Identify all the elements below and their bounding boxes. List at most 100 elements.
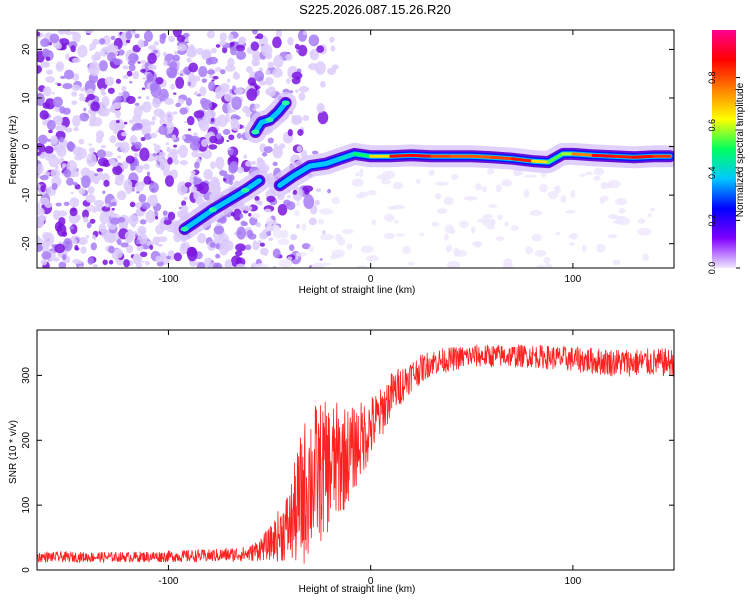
noise-blob	[42, 86, 52, 97]
noise-blob	[141, 202, 151, 210]
noise-blob	[235, 243, 246, 252]
noise-blob	[152, 152, 158, 157]
noise-blob	[259, 242, 266, 247]
noise-blob	[316, 102, 325, 113]
noise-blob	[256, 157, 264, 163]
noise-blob	[477, 218, 491, 223]
noise-blob	[152, 236, 161, 244]
noise-blob	[57, 83, 62, 87]
noise-blob	[321, 229, 326, 235]
noise-blob	[226, 78, 231, 83]
noise-blob	[216, 132, 222, 140]
noise-blob	[115, 120, 120, 124]
noise-blob	[263, 146, 273, 153]
noise-blob	[228, 163, 238, 174]
ridge-core-segment	[632, 154, 656, 159]
noise-blob	[110, 212, 117, 219]
noise-blob	[86, 152, 97, 167]
noise-blob	[158, 125, 168, 136]
noise-blob	[95, 203, 104, 212]
noise-blob	[252, 30, 258, 35]
noise-blob	[236, 226, 246, 240]
ridge-spot	[265, 117, 274, 123]
noise-blob	[52, 209, 61, 220]
noise-blob	[60, 75, 66, 80]
noise-blob	[51, 92, 55, 95]
ridge-spot	[251, 129, 260, 135]
noise-blob	[70, 191, 74, 195]
noise-blob	[72, 146, 83, 156]
noise-blob	[317, 110, 329, 125]
noise-blob	[80, 167, 91, 178]
noise-blob	[114, 142, 122, 148]
noise-blob	[278, 259, 293, 268]
noise-blob	[122, 74, 129, 80]
noise-blob	[445, 247, 451, 253]
snr-xlabel: Height of straight line (km)	[299, 584, 416, 595]
noise-blob	[37, 174, 41, 179]
ridge-core-segment	[490, 155, 514, 161]
noise-blob	[256, 33, 264, 40]
noise-blob	[309, 51, 313, 56]
noise-blob	[85, 194, 96, 203]
y-tick-label: 0	[21, 567, 32, 573]
noise-blob	[64, 69, 75, 80]
noise-blob	[298, 92, 306, 101]
ridge-core-segment	[470, 154, 494, 159]
noise-blob	[171, 134, 177, 141]
noise-blob	[227, 107, 233, 114]
noise-blob	[251, 160, 256, 165]
noise-blob	[395, 233, 405, 237]
x-tick-label: -100	[158, 274, 178, 285]
noise-blob	[181, 200, 187, 207]
noise-blob	[109, 135, 117, 144]
ridge-spot	[281, 100, 290, 106]
noise-blob	[37, 92, 45, 107]
noise-blob	[280, 229, 289, 239]
noise-blob	[523, 174, 537, 178]
noise-blob	[523, 189, 530, 198]
noise-blob	[295, 251, 307, 257]
noise-blob	[65, 30, 72, 36]
noise-blob	[212, 75, 219, 80]
noise-blob	[235, 50, 247, 60]
noise-blob	[89, 43, 97, 50]
noise-blob	[135, 191, 140, 194]
noise-blob	[228, 180, 234, 186]
noise-blob	[443, 196, 454, 206]
colorbar-ticks: 0.0 0.2 0.4 0.6 0.8	[707, 71, 740, 274]
noise-blob	[179, 160, 188, 166]
noise-blob	[45, 56, 51, 61]
noise-blob	[130, 30, 136, 35]
noise-blob	[159, 118, 167, 126]
noise-blob	[642, 253, 650, 261]
noise-blob	[463, 196, 478, 201]
spectrogram-frame	[36, 29, 675, 269]
noise-blob	[135, 209, 143, 216]
noise-blob	[112, 165, 123, 176]
noise-blob	[62, 107, 71, 115]
noise-blob	[183, 196, 189, 201]
noise-blob	[72, 114, 81, 127]
noise-blob	[139, 147, 150, 162]
y-tick-label: 200	[21, 431, 32, 448]
noise-blob	[227, 57, 235, 68]
noise-blob	[199, 86, 207, 97]
noise-blob	[254, 196, 260, 202]
noise-blob	[220, 69, 226, 75]
noise-blob	[196, 47, 204, 55]
noise-blob	[88, 147, 96, 153]
noise-blob	[600, 181, 608, 190]
noise-blob	[129, 81, 133, 84]
noise-blob	[137, 96, 142, 99]
noise-blob	[140, 137, 146, 142]
noise-blob	[128, 214, 139, 226]
noise-blob	[113, 58, 123, 66]
noise-blob	[297, 129, 304, 136]
noise-blob	[125, 155, 135, 164]
noise-blob	[150, 132, 158, 139]
noise-blob	[54, 243, 66, 254]
noise-blob	[120, 141, 130, 154]
noise-blob	[78, 265, 84, 268]
